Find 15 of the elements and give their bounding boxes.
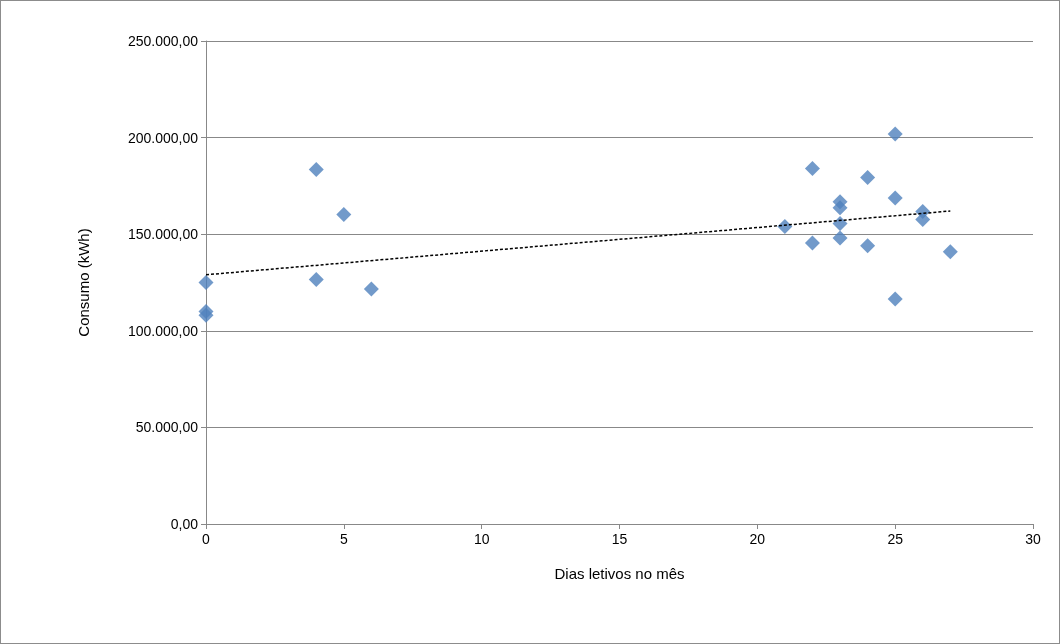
x-axis-title: Dias letivos no mês bbox=[554, 565, 685, 582]
y-tick-label: 150.000,00 bbox=[127, 226, 199, 243]
y-tick-label: 0,00 bbox=[170, 516, 199, 532]
y-tick-label: 100.000,00 bbox=[127, 322, 199, 339]
y-tick-label: 200.000,00 bbox=[127, 129, 199, 146]
x-tick-label: 0 bbox=[202, 531, 211, 547]
y-tick-label: 250.000,00 bbox=[127, 33, 199, 49]
x-tick-label: 10 bbox=[473, 531, 490, 547]
y-tick-label: 50.000,00 bbox=[135, 419, 199, 436]
x-tick-label: 15 bbox=[611, 531, 628, 547]
x-tick-label: 5 bbox=[339, 531, 348, 547]
y-axis-title: Consumo (kWh) bbox=[75, 228, 92, 337]
x-tick-label: 30 bbox=[1025, 531, 1041, 547]
x-tick-label: 25 bbox=[887, 531, 904, 547]
x-tick-label: 20 bbox=[749, 531, 766, 547]
